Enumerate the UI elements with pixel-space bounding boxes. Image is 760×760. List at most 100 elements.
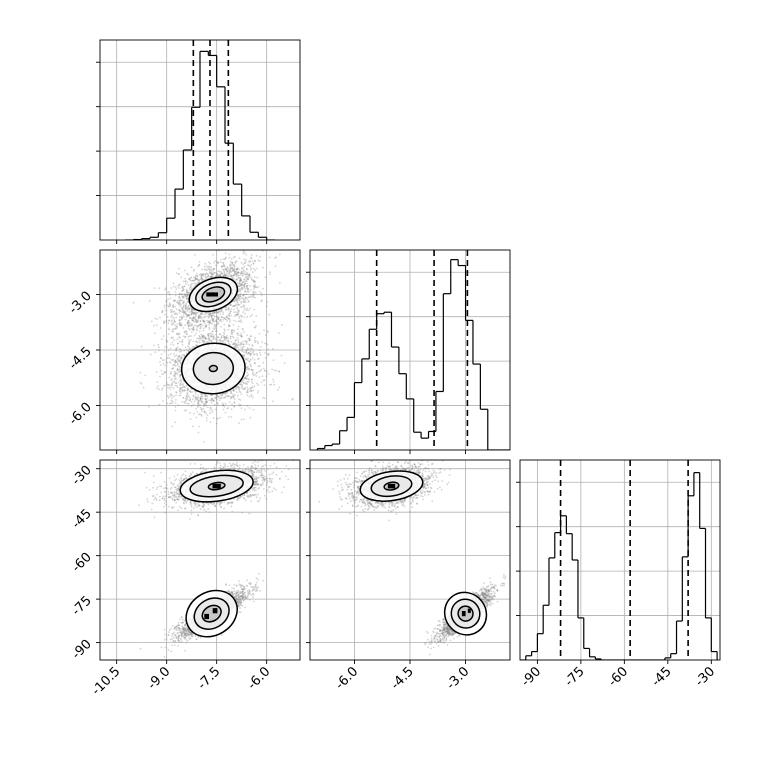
scatter-point [223, 265, 226, 268]
scatter-point [237, 308, 239, 311]
scatter-point [198, 279, 201, 282]
scatter-point [209, 313, 212, 316]
scatter-point [198, 324, 201, 326]
scatter-point [250, 380, 253, 383]
scatter-point [209, 421, 212, 424]
scatter-point [204, 316, 206, 319]
scatter-point [186, 307, 189, 310]
scatter-point [185, 316, 188, 318]
scatter-point [200, 275, 203, 278]
scatter-point [182, 327, 185, 329]
scatter-point [178, 319, 181, 321]
scatter-point [240, 346, 243, 349]
scatter-point [163, 306, 166, 309]
scatter-point [200, 398, 202, 400]
scatter-point [201, 277, 203, 280]
scatter-point [247, 309, 250, 312]
scatter-point [253, 362, 256, 365]
scatter-point [196, 341, 199, 344]
scatter-point [207, 334, 210, 337]
scatter-point [211, 315, 213, 318]
scatter-point [240, 279, 243, 282]
scatter-point [231, 267, 234, 269]
scatter-point [246, 386, 249, 389]
scatter-point [195, 321, 198, 323]
scatter-point [175, 349, 178, 352]
scatter-point [217, 311, 220, 314]
scatter-point [252, 267, 255, 270]
scatter-point [203, 316, 205, 319]
scatter-point [190, 401, 193, 403]
scatter-point [199, 316, 202, 319]
scatter-point [234, 299, 236, 302]
scatter-point [185, 399, 187, 402]
scatter-point [186, 300, 189, 303]
density-contour [208, 364, 219, 373]
scatter-point [210, 275, 213, 277]
scatter-point [173, 319, 176, 322]
scatter-point [246, 282, 248, 285]
scatter-point [175, 327, 178, 330]
scatter-point [177, 273, 180, 275]
scatter-point [198, 425, 200, 428]
scatter-point [246, 284, 249, 287]
scatter-point [209, 313, 212, 315]
scatter-point [249, 307, 251, 310]
scatter-point [283, 362, 286, 364]
scatter-point [203, 320, 205, 322]
scatter-point [240, 288, 243, 290]
scatter-point [173, 310, 176, 313]
scatter-point [209, 271, 212, 274]
scatter-point [235, 274, 238, 276]
scatter-point [219, 270, 222, 273]
scatter-point [191, 346, 194, 349]
scatter-point [205, 324, 208, 327]
scatter-point [257, 384, 260, 386]
scatter-point [187, 349, 190, 352]
scatter-point [230, 329, 233, 332]
scatter-point [196, 282, 199, 284]
scatter-point [189, 317, 191, 319]
scatter-point [230, 308, 233, 310]
scatter-point [266, 370, 268, 373]
scatter-point [186, 272, 189, 275]
scatter-point [183, 305, 185, 308]
scatter-point [154, 317, 157, 320]
scatter-point [243, 269, 245, 272]
scatter-point [181, 401, 184, 403]
scatter-point [237, 458, 239, 460]
scatter-point [171, 337, 173, 340]
scatter-point [175, 288, 178, 290]
scatter-point [209, 409, 211, 411]
scatter-point [178, 319, 181, 322]
scatter-point [222, 268, 225, 271]
scatter-point [227, 407, 230, 409]
scatter-point [206, 414, 209, 417]
scatter-point [243, 285, 246, 287]
scatter-point [258, 349, 261, 351]
scatter-point [222, 264, 225, 267]
scatter-point [211, 273, 213, 276]
scatter-point [239, 292, 242, 295]
scatter-point [232, 393, 234, 396]
scatter-point [158, 349, 160, 352]
scatter-point [247, 301, 250, 303]
scatter-point [247, 337, 250, 340]
scatter-point [241, 267, 243, 269]
scatter-point [190, 317, 193, 320]
scatter-point [244, 301, 247, 304]
scatter-point [179, 379, 182, 382]
scatter-point [249, 265, 252, 268]
scatter-point [230, 270, 233, 273]
scatter-point [252, 279, 255, 282]
scatter-point [191, 324, 193, 327]
scatter-point [183, 389, 186, 391]
scatter-point [239, 282, 242, 285]
scatter-point [220, 316, 223, 319]
scatter-point [205, 273, 207, 276]
scatter-point [176, 313, 179, 316]
scatter-point [242, 379, 245, 382]
scatter-point [241, 287, 243, 289]
scatter-point [185, 283, 187, 285]
scatter-point [180, 318, 183, 321]
